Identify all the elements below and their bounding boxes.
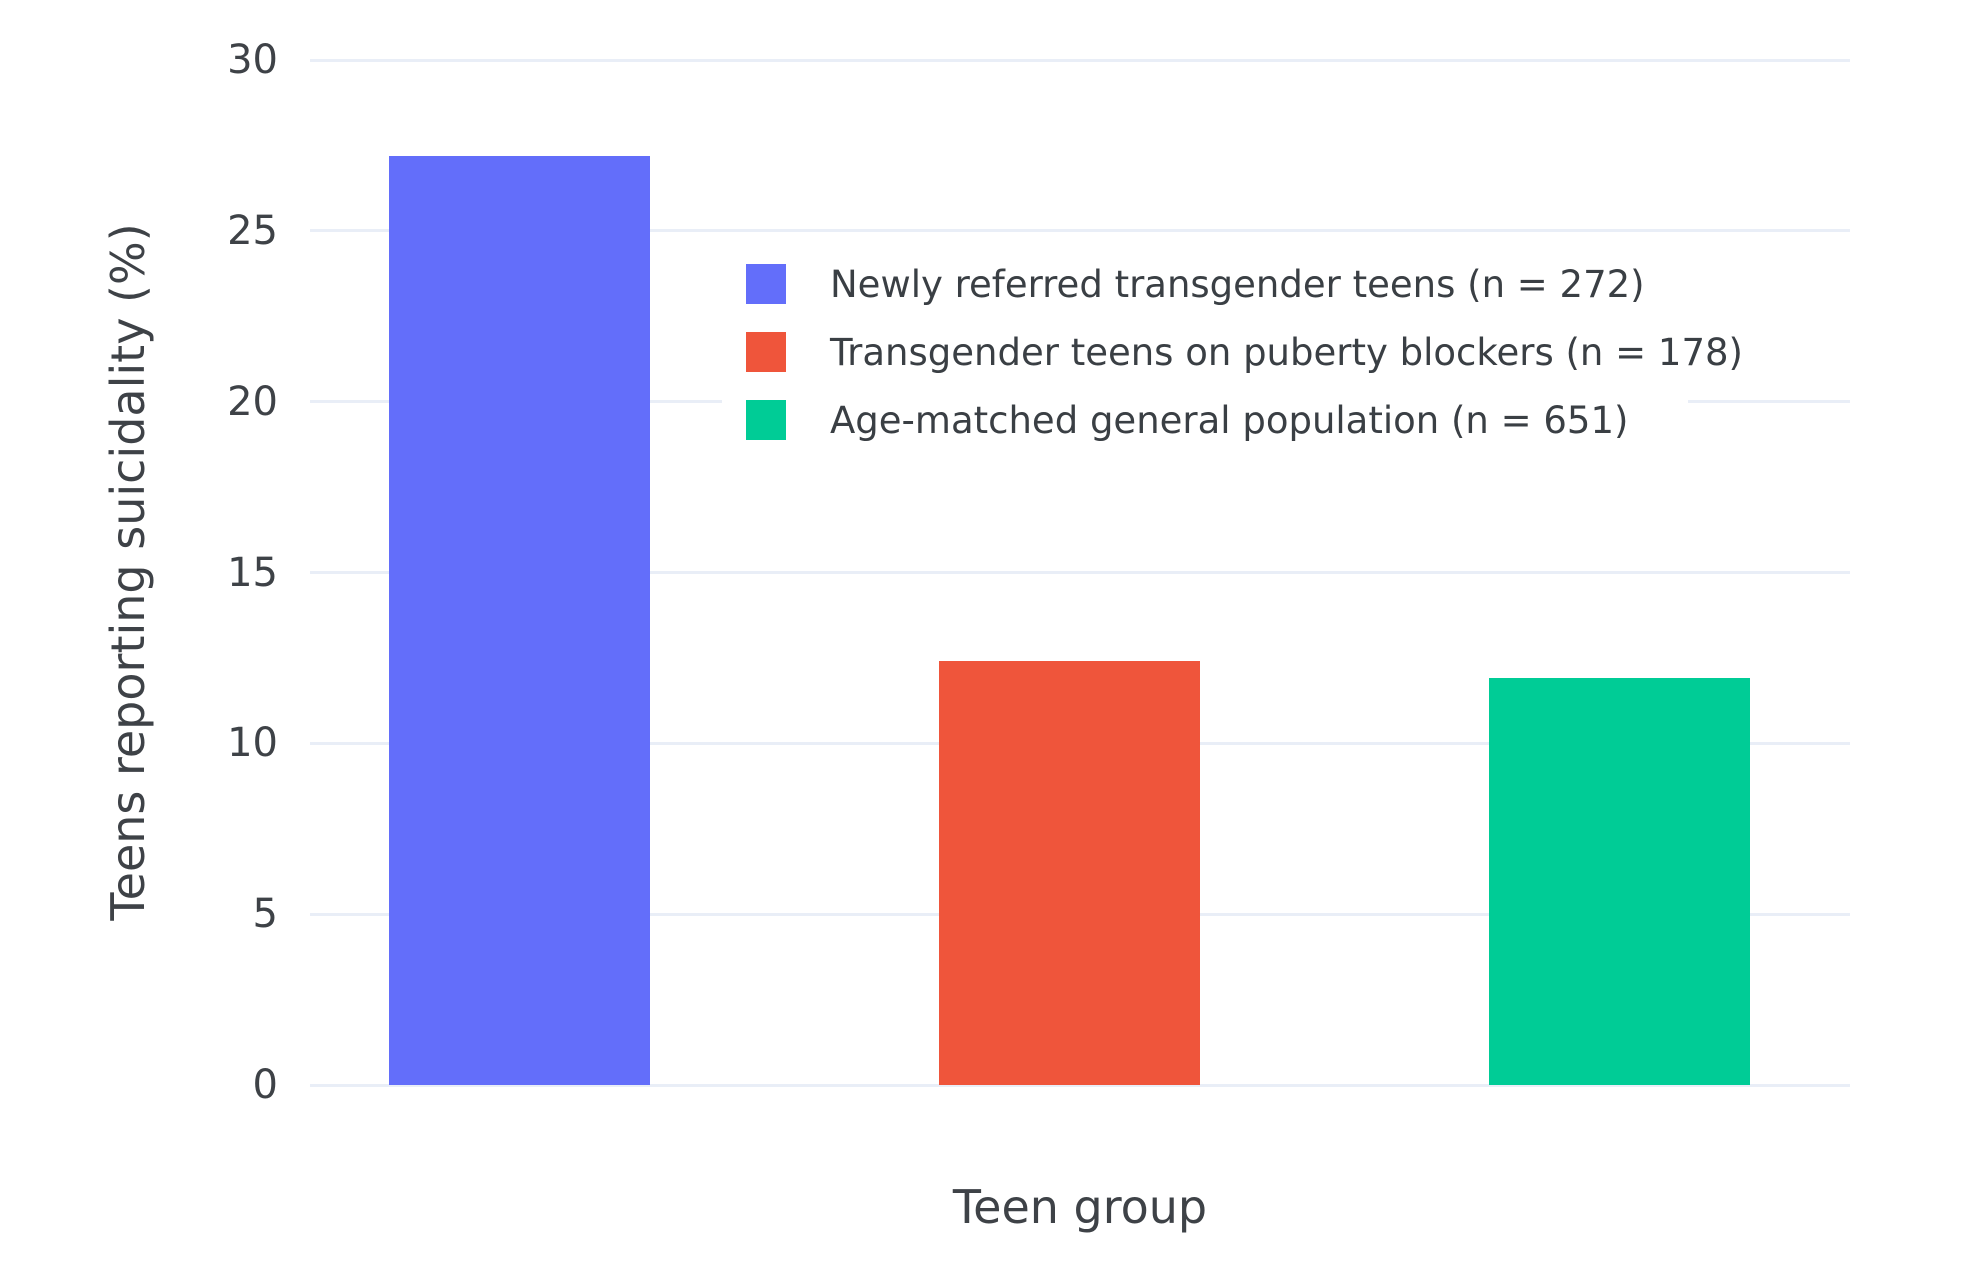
gridline-30 — [310, 58, 1850, 62]
legend-swatch-newly-referred-transgender-teens — [746, 264, 786, 304]
gridline-25 — [310, 229, 1850, 233]
bar-newly-referred-transgender-teens[interactable] — [389, 155, 650, 1085]
legend-label: Transgender teens on puberty blockers (n… — [830, 330, 1743, 374]
y-tick-label-25: 25 — [227, 207, 278, 254]
bar-age-matched-general-population[interactable] — [1489, 678, 1750, 1085]
legend: Newly referred transgender teens (n = 27… — [722, 236, 1743, 464]
legend-item-newly-referred-transgender-teens[interactable]: Newly referred transgender teens (n = 27… — [722, 262, 1688, 306]
y-tick-label-20: 20 — [227, 378, 278, 425]
gridline-0 — [310, 1083, 1850, 1087]
bar-transgender-teens-on-puberty-blockers[interactable] — [939, 661, 1200, 1085]
y-tick-label-5: 5 — [252, 891, 278, 938]
legend-swatch-transgender-teens-on-puberty-blockers — [746, 332, 786, 372]
y-tick-label-30: 30 — [227, 37, 278, 83]
y-axis-title: Teens reporting suicidality (%) — [101, 223, 155, 921]
x-axis-title: Teen group — [952, 1180, 1208, 1234]
gridline-15 — [310, 571, 1850, 574]
legend-swatch-age-matched-general-population — [746, 400, 786, 440]
legend-label: Age-matched general population (n = 651) — [830, 398, 1629, 442]
legend-item-transgender-teens-on-puberty-blockers[interactable]: Transgender teens on puberty blockers (n… — [722, 331, 1743, 374]
legend-label: Newly referred transgender teens (n = 27… — [830, 262, 1645, 306]
y-tick-label-15: 15 — [227, 549, 278, 596]
y-tick-label-0: 0 — [252, 1062, 278, 1108]
legend-item-age-matched-general-population[interactable]: Age-matched general population (n = 651) — [722, 398, 1688, 442]
y-tick-label-10: 10 — [227, 720, 278, 767]
